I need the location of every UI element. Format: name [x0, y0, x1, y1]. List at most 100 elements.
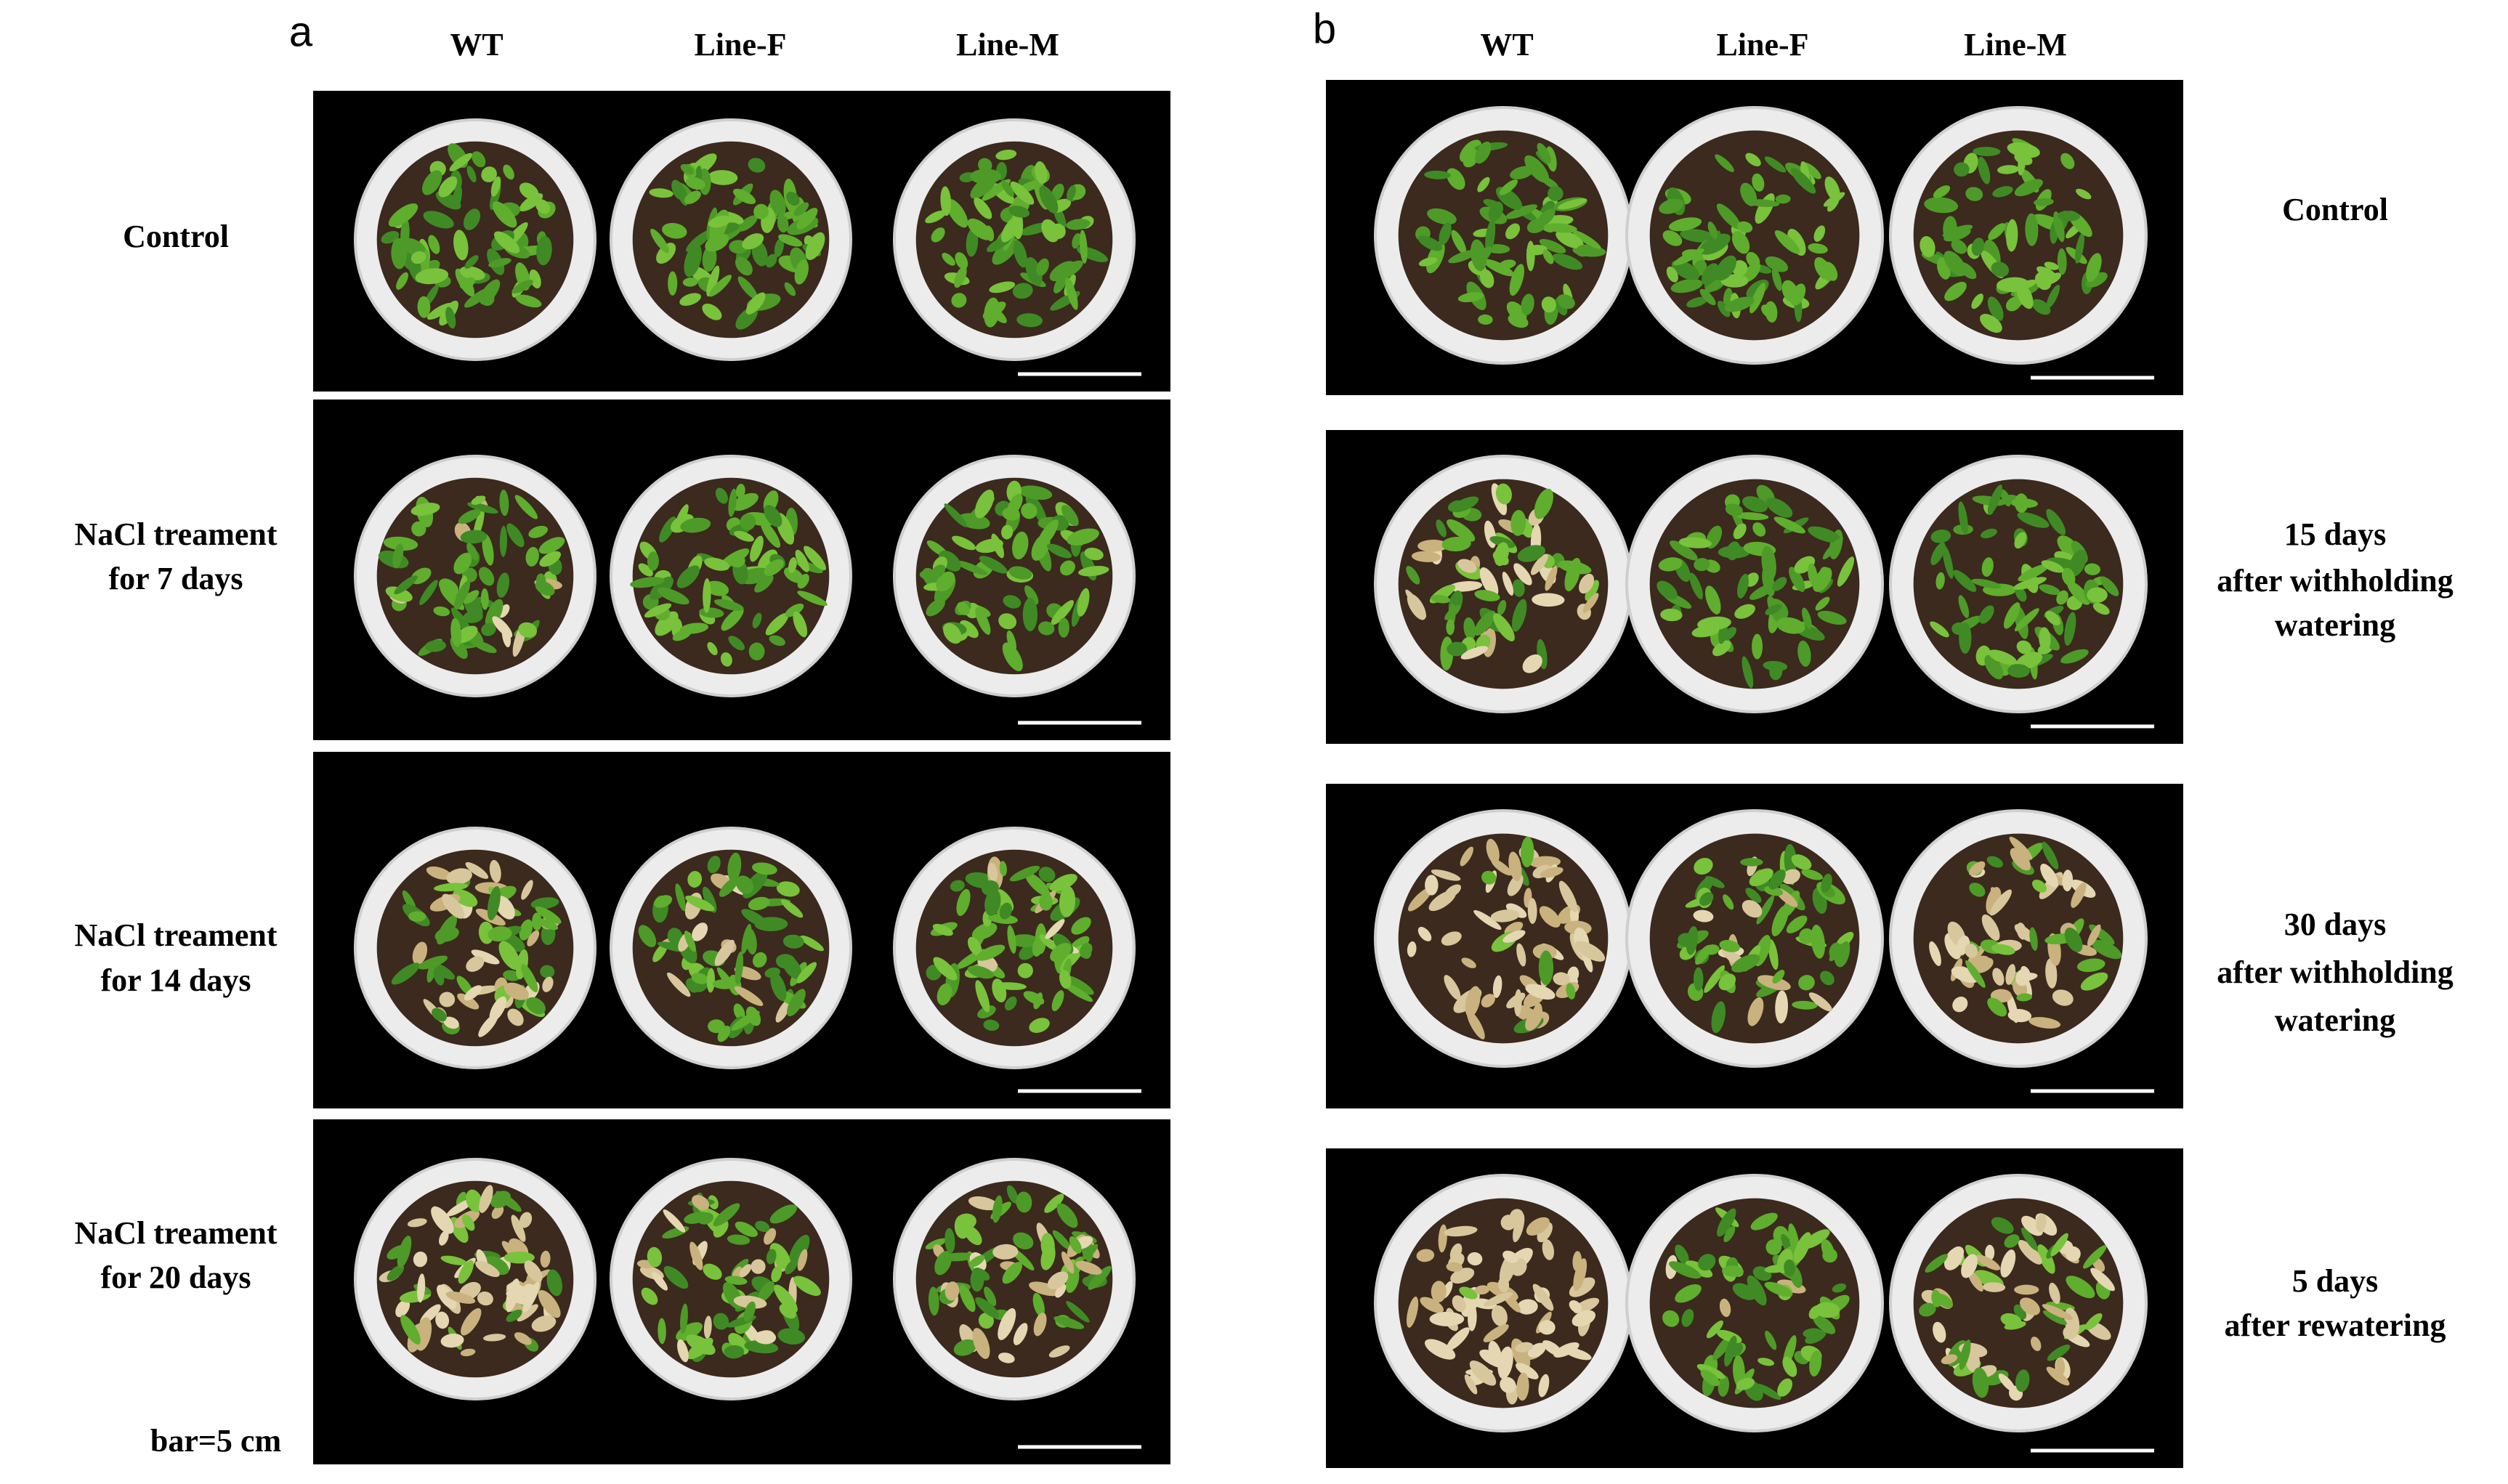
leaf: [2018, 564, 2050, 582]
leaf: [774, 238, 784, 257]
leaf: [1666, 266, 1678, 283]
leaf: [769, 635, 785, 646]
leaf: [1010, 934, 1040, 948]
leaf: [741, 923, 752, 954]
leaf: [776, 881, 800, 897]
leaf: [1699, 892, 1714, 907]
leaf: [733, 1003, 745, 1021]
leaf: [1822, 1248, 1837, 1263]
leaf: [976, 944, 1006, 961]
leaf: [2016, 640, 2032, 654]
leaf: [1513, 563, 1532, 585]
leaf: [1512, 579, 1525, 597]
leaf: [1526, 1217, 1550, 1236]
leaf: [1772, 970, 1785, 984]
leaf: [1737, 573, 1749, 599]
leaf: [422, 170, 442, 195]
leaf: [2006, 219, 2018, 252]
leaf: [1777, 1378, 1793, 1397]
leaf: [466, 166, 477, 183]
leaf: [1984, 654, 2004, 680]
leaf: [796, 962, 817, 984]
leaf: [1669, 1261, 1702, 1279]
leaf: [1441, 536, 1471, 552]
leaf: [1067, 528, 1099, 546]
leaf: [959, 1284, 976, 1313]
leaf: [667, 972, 691, 997]
plant-pot: [1889, 455, 2148, 713]
leaf: [1439, 222, 1452, 246]
leaf: [1072, 232, 1082, 249]
leaf: [1745, 888, 1762, 903]
leaf: [2045, 610, 2060, 625]
leaf: [689, 1241, 703, 1270]
leaf: [1548, 186, 1564, 201]
leaf: [1406, 566, 1420, 585]
leaf: [1564, 558, 1582, 591]
leaf: [703, 1263, 722, 1280]
leaf: [764, 559, 784, 576]
leaf: [445, 1291, 476, 1304]
leaf: [999, 902, 1012, 920]
leaf: [732, 492, 759, 511]
leaf: [705, 233, 729, 252]
leaf: [1418, 257, 1438, 267]
leaf: [1680, 229, 1715, 243]
leaf: [1765, 604, 1782, 615]
leaf: [755, 1220, 770, 1233]
leaf: [770, 972, 787, 1002]
leaf: [1431, 594, 1451, 604]
leaf: [1065, 277, 1078, 310]
leaf: [933, 957, 958, 981]
leaf: [1747, 199, 1780, 207]
leaf: [490, 176, 501, 197]
leaf: [1033, 992, 1043, 1010]
leaf: [1699, 288, 1716, 306]
leaf: [1484, 1292, 1513, 1307]
leaf: [1025, 872, 1051, 897]
leaf: [1018, 485, 1053, 500]
leaf: [1013, 240, 1027, 268]
leaf: [764, 505, 782, 527]
leaf: [1792, 1000, 1818, 1010]
leaf: [1009, 865, 1040, 882]
leaf: [740, 514, 756, 531]
leaf: [481, 623, 496, 636]
leaf: [1571, 1310, 1596, 1327]
leaf: [676, 1322, 703, 1342]
leaf: [417, 296, 431, 318]
leaf: [658, 1318, 666, 1345]
leaf: [1417, 539, 1449, 552]
leaf: [1497, 1346, 1513, 1379]
leaf: [1468, 1304, 1477, 1331]
leaf: [989, 281, 1016, 293]
leaf: [934, 1251, 952, 1276]
leaf: [1657, 580, 1678, 600]
leaf: [1815, 596, 1830, 611]
leaf: [944, 1281, 960, 1301]
leaf: [1049, 874, 1077, 892]
leaf: [715, 487, 729, 504]
leaf: [793, 1276, 821, 1296]
leaf: [943, 623, 962, 644]
leaf: [2005, 964, 2016, 985]
leaf: [439, 992, 456, 1007]
leaf: [1719, 940, 1740, 952]
leaf: [546, 1269, 563, 1297]
leaf: [514, 495, 538, 519]
leaf: [1067, 185, 1077, 201]
leaf: [1511, 599, 1527, 632]
leaf: [1457, 292, 1484, 303]
leaf: [1820, 970, 1835, 986]
leaf: [538, 537, 565, 554]
leaf: [1545, 565, 1558, 591]
leaf: [1813, 225, 1826, 242]
leaf: [2100, 576, 2119, 596]
leaf: [748, 158, 766, 173]
leaf: [1724, 1335, 1737, 1367]
leaf: [2039, 627, 2051, 651]
leaf: [2087, 587, 2108, 603]
leaf: [482, 533, 494, 566]
leaf: [428, 235, 440, 254]
leaf: [2071, 882, 2087, 908]
